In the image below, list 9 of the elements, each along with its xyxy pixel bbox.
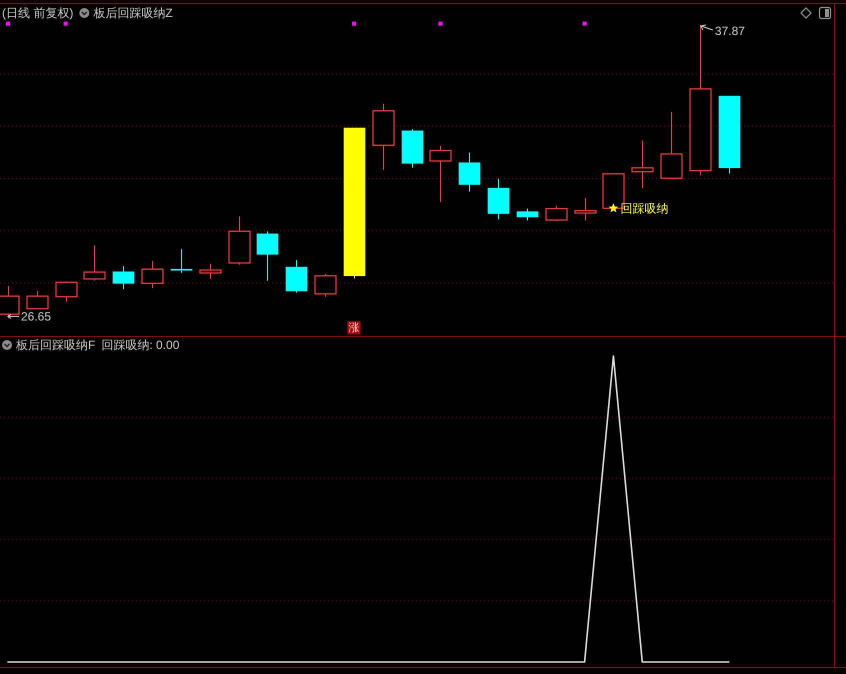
annotation: 37.87: [714, 24, 746, 38]
annotation: 37.87: [700, 24, 745, 38]
annotation: 26.65: [7, 309, 52, 324]
chart-title: (日线 前复权): [2, 6, 74, 20]
text: 回踩吸纳: 0.00: [101, 338, 180, 352]
chart-subtitle: 板后回踩吸纳Z: [92, 6, 173, 20]
chart-title: 板后回踩吸纳F: [15, 338, 96, 352]
data-label: 回踩吸纳: [620, 201, 668, 216]
annotation: 26.65: [21, 309, 52, 324]
